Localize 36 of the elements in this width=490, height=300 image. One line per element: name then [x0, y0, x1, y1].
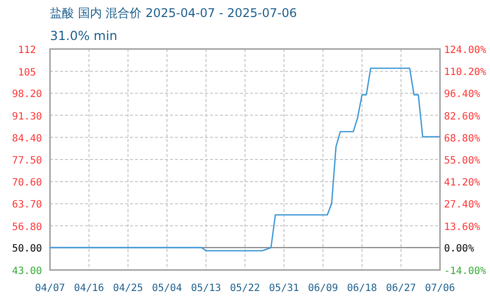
x-tick-label: 06/18: [346, 283, 378, 294]
y-tick-label: 63.70: [12, 200, 42, 211]
y-tick-label: 98.20: [12, 89, 42, 100]
y2-tick-label: 68.80%: [444, 133, 480, 144]
x-tick-label: 06/27: [386, 283, 416, 294]
y2-tick-label: 124.00%: [444, 45, 486, 56]
y-tick-label: 56.80: [12, 222, 42, 233]
y-tick-label: 70.60: [12, 178, 42, 189]
y2-tick-label: -14.00%: [444, 266, 486, 277]
chart-title: 盐酸 国内 混合价 2025-04-07 - 2025-07-06: [50, 6, 297, 20]
y-tick-label: 77.50: [12, 156, 42, 166]
x-tick-label: 05/31: [268, 283, 300, 294]
y2-tick-label: 110.20%: [444, 67, 486, 78]
y-tick-label: 84.40: [12, 133, 42, 144]
x-tick-label: 05/04: [152, 283, 182, 294]
y2-tick-label: 13.60%: [444, 222, 480, 233]
y-tick-label: 105: [18, 67, 36, 78]
y-tick-label: 91.30: [12, 111, 42, 122]
line-series: [49, 68, 441, 252]
x-tick-label: 06/09: [308, 283, 338, 294]
y2-tick-label: 96.40%: [444, 89, 480, 100]
y-tick-label: 50.00: [12, 244, 42, 255]
x-tick-label: 05/22: [230, 283, 260, 294]
x-tick-label: 04/25: [112, 283, 144, 294]
x-tick-label: 07/06: [424, 283, 456, 294]
x-tick-label: 04/16: [74, 283, 104, 294]
y2-tick-label: 55.00%: [444, 156, 480, 166]
chart-subtitle: 31.0% min: [50, 28, 118, 43]
y2-tick-label: 41.20%: [444, 178, 480, 189]
y-tick-label: 112: [18, 45, 36, 56]
y2-tick-label: 0.00%: [444, 244, 474, 255]
x-tick-label: 04/07: [34, 283, 66, 294]
y2-tick-label: 82.60%: [444, 111, 480, 122]
y2-tick-label: 27.40%: [444, 200, 480, 211]
y-tick-label: 43.00: [12, 266, 42, 277]
x-tick-label: 05/13: [190, 283, 222, 294]
